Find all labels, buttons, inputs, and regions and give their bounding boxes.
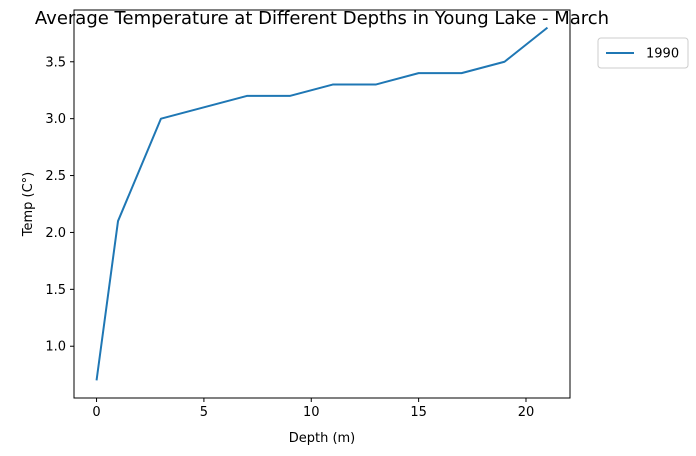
y-axis-label: Temp (C°) — [21, 172, 36, 238]
series-line-1990 — [95, 26, 549, 381]
legend: 1990 — [597, 37, 689, 69]
y-tick-label: 1.0 — [45, 340, 66, 355]
y-tick-label: 3.5 — [45, 55, 66, 70]
y-tick-label: 2.5 — [45, 169, 66, 184]
y-tick-label: 2.0 — [45, 226, 66, 241]
y-axis: 1.0 1.5 2.0 2.5 3.0 3.5 — [45, 55, 74, 355]
y-tick-label: 1.5 — [45, 283, 66, 298]
x-tick-label: 15 — [410, 405, 427, 420]
x-axis: 0 5 10 15 20 — [92, 398, 534, 420]
chart-title: Average Temperature at Different Depths … — [35, 8, 609, 29]
x-tick-label: 20 — [518, 405, 535, 420]
y-tick-label: 3.0 — [45, 112, 66, 127]
legend-label-1990: 1990 — [646, 47, 679, 62]
x-tick-label: 0 — [92, 405, 100, 420]
plot-frame — [73, 9, 571, 399]
x-tick-label: 10 — [303, 405, 320, 420]
plot-area — [95, 26, 549, 381]
x-axis-label: Depth (m) — [289, 431, 356, 446]
legend-box — [597, 37, 689, 69]
x-tick-label: 5 — [200, 405, 208, 420]
